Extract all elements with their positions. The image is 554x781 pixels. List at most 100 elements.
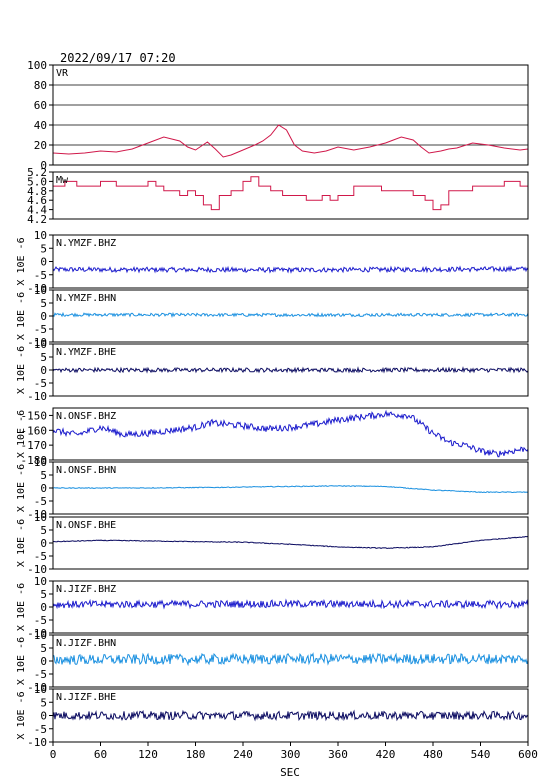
y-tick-label: -10 [27,681,47,694]
y-tick-label: 5 [40,642,47,655]
panel-label: N.YMZF.BHZ [56,238,116,249]
y-tick-label: -10 [27,627,47,640]
series-line-vr [53,124,528,158]
series-line-ymzf-bhn [53,311,528,318]
panel-frame [52,516,529,570]
y-tick-label: -170 [21,439,48,452]
panel-frame [52,634,529,688]
x-tick-label: 240 [233,748,253,761]
y-axis-label: X 10E -6 [16,346,27,394]
y-tick-label: 20 [34,139,47,152]
y-tick-label: 80 [34,79,47,92]
panel-label: VR [56,68,69,79]
y-tick-label: 5 [40,469,47,482]
y-tick-label: 5 [40,524,47,537]
panel-frame [52,461,529,515]
panel-label: Mw [56,175,69,186]
y-tick-label: 0 [40,364,47,377]
y-tick-label: -10 [27,508,47,521]
panel-frame [52,343,529,397]
y-tick-label: -10 [27,282,47,295]
y-tick-label: -160 [21,424,48,437]
y-tick-label: -5 [34,614,47,627]
x-tick-label: 300 [281,748,301,761]
y-tick-label: 10 [34,575,47,588]
panel-label: N.JIZF.BHE [56,692,116,703]
y-axis-label: X 10E -6 [16,637,27,685]
y-tick-label: -10 [27,336,47,349]
y-tick-label: 0 [40,256,47,269]
y-axis-label: X 10E -6 [16,583,27,631]
y-tick-label: 100 [27,59,47,72]
x-tick-label: 60 [94,748,107,761]
y-tick-label: 4.4 [27,204,47,217]
y-tick-label: 4.8 [27,185,47,198]
y-tick-label: 5 [40,242,47,255]
panel-frame [52,234,529,289]
panel-label: N.JIZF.BHN [56,638,116,649]
panel-frame [52,580,529,634]
y-axis-label: X 10E -6 [16,237,27,285]
y-tick-label: 4.6 [27,194,47,207]
x-axis-label: SEC [280,766,300,779]
y-tick-label: 0 [40,310,47,323]
y-tick-label: 10 [34,284,47,297]
panel-label: N.ONSF.BHZ [56,411,116,422]
y-tick-label: 60 [34,99,47,112]
y-axis-label: X 10E -6 [16,410,27,458]
panel-label: N.YMZF.BHN [56,293,116,304]
x-tick-label: 420 [376,748,396,761]
panel-frame [52,407,529,461]
y-axis-label: X 10E -6 [16,292,27,340]
y-tick-label: 10 [34,338,47,351]
panels: 100806040200VR5.25.04.84.64.44.2Mw1050-5… [16,59,529,749]
y-tick-label: 0 [40,601,47,614]
y-tick-label: 5.0 [27,175,47,188]
y-tick-label: 0 [40,537,47,550]
y-axis-label: X 10E -6 [16,519,27,567]
y-tick-label: 5.2 [27,166,47,179]
y-tick-label: -180 [21,454,48,467]
y-tick-label: 5 [40,351,47,364]
y-axis-label: X 10E -6 [16,691,27,739]
y-tick-label: -5 [34,550,47,563]
y-tick-label: 5 [40,588,47,601]
y-tick-label: 10 [34,629,47,642]
panel-vr: 100 80 60 40 20 0 VR [27,59,529,172]
series-line-jizf-bhe [53,709,528,722]
x-tick-label: 120 [138,748,158,761]
series-line-ymzf-bhz [53,265,528,274]
panel-frame [52,171,529,220]
series-line-jizf-bhn [53,652,528,667]
x-tick-label: 360 [328,748,348,761]
panel-frame [52,64,529,166]
y-tick-label: -150 [21,409,48,422]
y-tick-label: -5 [34,668,47,681]
x-tick-label: 540 [471,748,491,761]
y-tick-label: 0 [40,655,47,668]
y-tick-label: 0 [40,482,47,495]
y-tick-label: 5 [40,696,47,709]
y-tick-label: -10 [27,736,47,749]
series-line-jizf-bhz [53,598,528,610]
y-tick-label: 10 [34,229,47,242]
y-tick-label: -5 [34,495,47,508]
y-tick-label: 5 [40,297,47,310]
y-tick-label: -5 [34,269,47,282]
y-tick-label: 10 [34,456,47,469]
y-tick-label: -5 [34,377,47,390]
x-tick-label: 600 [518,748,538,761]
x-tick-label: 0 [50,748,57,761]
y-tick-label: 0 [40,710,47,723]
series-line-ymzf-bhe [53,366,528,374]
chart-title: 2022/09/17 07:20 [60,51,176,65]
y-tick-label: -10 [27,563,47,576]
x-axis: 0 60 120 180 240 300 360 420 480 540 600 [50,742,538,761]
series-line-mw [53,176,528,211]
